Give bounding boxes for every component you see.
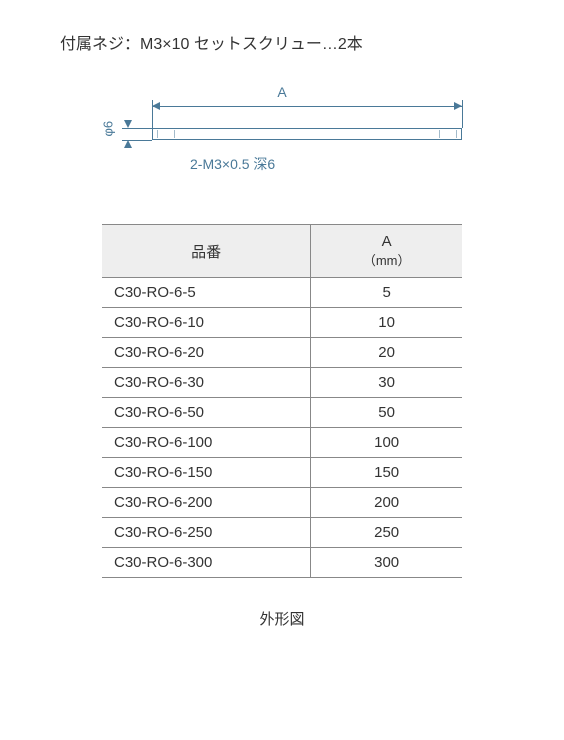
cell-a-value: 50 — [311, 398, 462, 428]
col-header-a-label: A — [382, 233, 392, 250]
col-header-part: 品番 — [102, 225, 311, 278]
cell-a-value: 10 — [311, 308, 462, 338]
cell-a-value: 100 — [311, 428, 462, 458]
cell-a-value: 5 — [311, 278, 462, 308]
table-row: C30-RO-6-55 — [102, 278, 462, 308]
thread-hole-right — [439, 130, 457, 138]
cell-a-value: 150 — [311, 458, 462, 488]
table-row: C30-RO-6-1010 — [102, 308, 462, 338]
cell-a-value: 20 — [311, 338, 462, 368]
thread-hole-left — [157, 130, 175, 138]
table-row: C30-RO-6-100100 — [102, 428, 462, 458]
cell-a-value: 30 — [311, 368, 462, 398]
table-row: C30-RO-6-150150 — [102, 458, 462, 488]
spec-table: 品番 A （mm） C30-RO-6-55C30-RO-6-1010C30-RO… — [102, 224, 462, 578]
table-row: C30-RO-6-5050 — [102, 398, 462, 428]
table-row: C30-RO-6-250250 — [102, 518, 462, 548]
cell-part-number: C30-RO-6-10 — [102, 308, 311, 338]
col-header-a: A （mm） — [311, 225, 462, 278]
cell-part-number: C30-RO-6-30 — [102, 368, 311, 398]
cell-part-number: C30-RO-6-300 — [102, 548, 311, 578]
ext-line — [122, 128, 152, 129]
arrow-up-icon — [124, 140, 132, 148]
header-text: 付属ネジ：M3×10 セットスクリュー…2本 — [60, 30, 504, 54]
arrow-left-icon — [152, 102, 160, 110]
hole-spec-label: 2-M3×0.5 深6 — [190, 154, 275, 174]
cell-part-number: C30-RO-6-250 — [102, 518, 311, 548]
cell-part-number: C30-RO-6-200 — [102, 488, 311, 518]
table-row: C30-RO-6-3030 — [102, 368, 462, 398]
cell-part-number: C30-RO-6-50 — [102, 398, 311, 428]
arrow-right-icon — [454, 102, 462, 110]
ext-line — [152, 100, 153, 128]
technical-drawing: A φ6 2-M3×0.5 深6 — [92, 84, 472, 194]
cell-part-number: C30-RO-6-100 — [102, 428, 311, 458]
table-row: C30-RO-6-200200 — [102, 488, 462, 518]
phi6-label: φ6 — [101, 121, 116, 137]
arrow-down-icon — [124, 120, 132, 128]
ext-line — [462, 100, 463, 128]
cell-a-value: 200 — [311, 488, 462, 518]
col-header-a-unit: （mm） — [363, 253, 411, 268]
cell-part-number: C30-RO-6-20 — [102, 338, 311, 368]
rod-shape — [152, 128, 462, 140]
table-row: C30-RO-6-2020 — [102, 338, 462, 368]
table-row: C30-RO-6-300300 — [102, 548, 462, 578]
dim-a-line — [152, 106, 462, 107]
figure-caption: 外形図 — [60, 608, 504, 629]
cell-part-number: C30-RO-6-150 — [102, 458, 311, 488]
cell-a-value: 250 — [311, 518, 462, 548]
cell-a-value: 300 — [311, 548, 462, 578]
cell-part-number: C30-RO-6-5 — [102, 278, 311, 308]
dim-a-label: A — [277, 84, 286, 100]
